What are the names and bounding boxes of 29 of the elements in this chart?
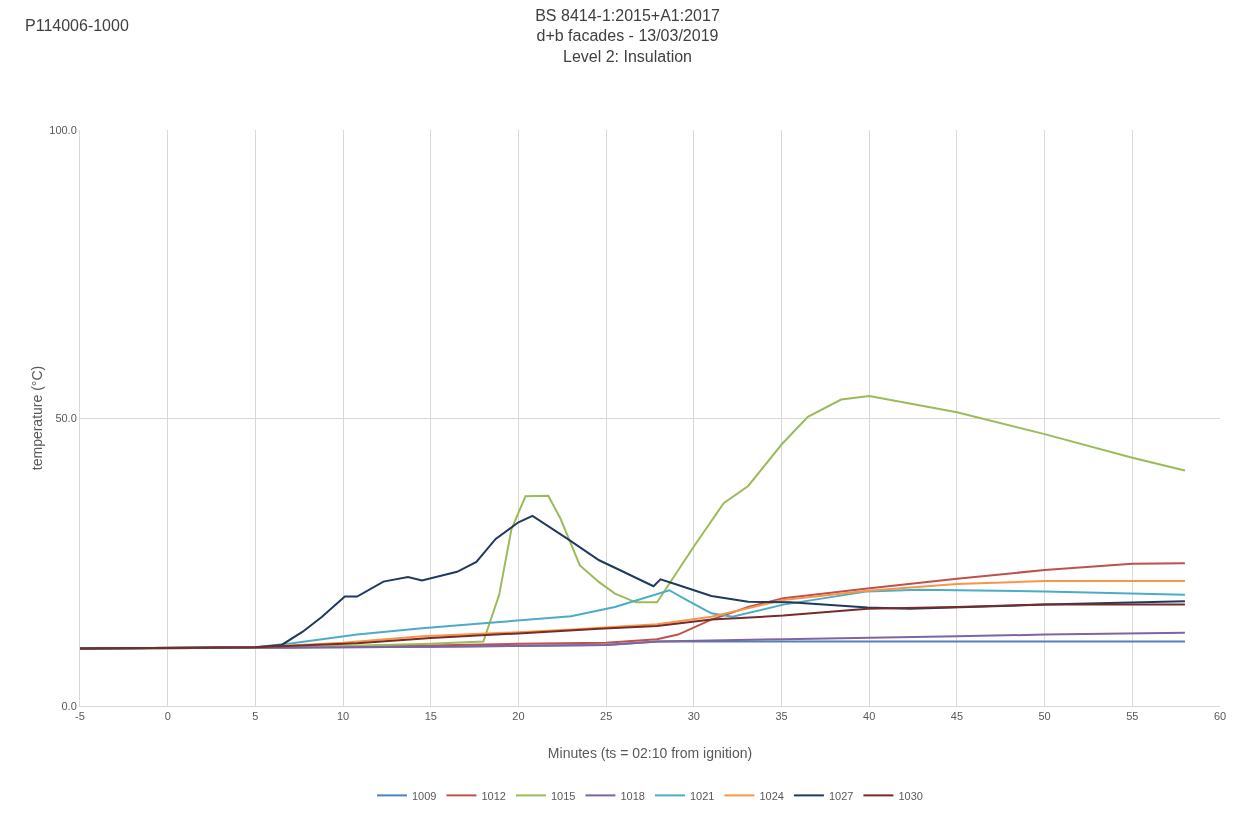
legend-label: 1012 xyxy=(481,789,506,802)
x-tick-label: 20 xyxy=(512,710,525,723)
x-tick-label: 40 xyxy=(863,710,876,723)
x-tick-label: 10 xyxy=(336,710,350,723)
y-tick-label: 50.0 xyxy=(55,411,77,424)
x-tick-label: 30 xyxy=(687,710,700,723)
chart-title: BS 8414-1:2015+A1:2017 d+b facades - 13/03/2019 Level 2: Insulation xyxy=(535,6,720,66)
x-tick-label: 55 xyxy=(1126,710,1139,723)
x-tick-label: 35 xyxy=(775,710,788,723)
legend-label: 1018 xyxy=(620,789,645,802)
y-tick-label: 0.0 xyxy=(61,699,77,712)
x-axis-title: Minutes (ts = 02:10 from ignition) xyxy=(547,745,753,761)
y-tick-label: 100.0 xyxy=(49,123,77,136)
x-tick-label: 0 xyxy=(164,710,171,723)
legend-label: 1015 xyxy=(550,789,576,802)
x-tick-label: 50 xyxy=(1038,710,1051,723)
x-tick-label: 25 xyxy=(600,710,613,723)
legend-label: 1021 xyxy=(689,789,715,802)
legend-label: 1030 xyxy=(898,789,923,802)
text: P114006-1000 xyxy=(25,17,129,34)
x-tick-label: 15 xyxy=(424,710,437,723)
legend-label: 1027 xyxy=(828,789,854,802)
y-axis-title: temperature (°C) xyxy=(29,365,45,471)
x-tick-label: 60 xyxy=(1213,710,1227,723)
legend-label: 1009 xyxy=(412,789,437,802)
x-tick-label: -5 xyxy=(75,710,85,723)
x-tick-label: 5 xyxy=(252,710,259,723)
x-tick-label: 45 xyxy=(950,710,964,723)
legend-label: 1024 xyxy=(759,789,784,802)
